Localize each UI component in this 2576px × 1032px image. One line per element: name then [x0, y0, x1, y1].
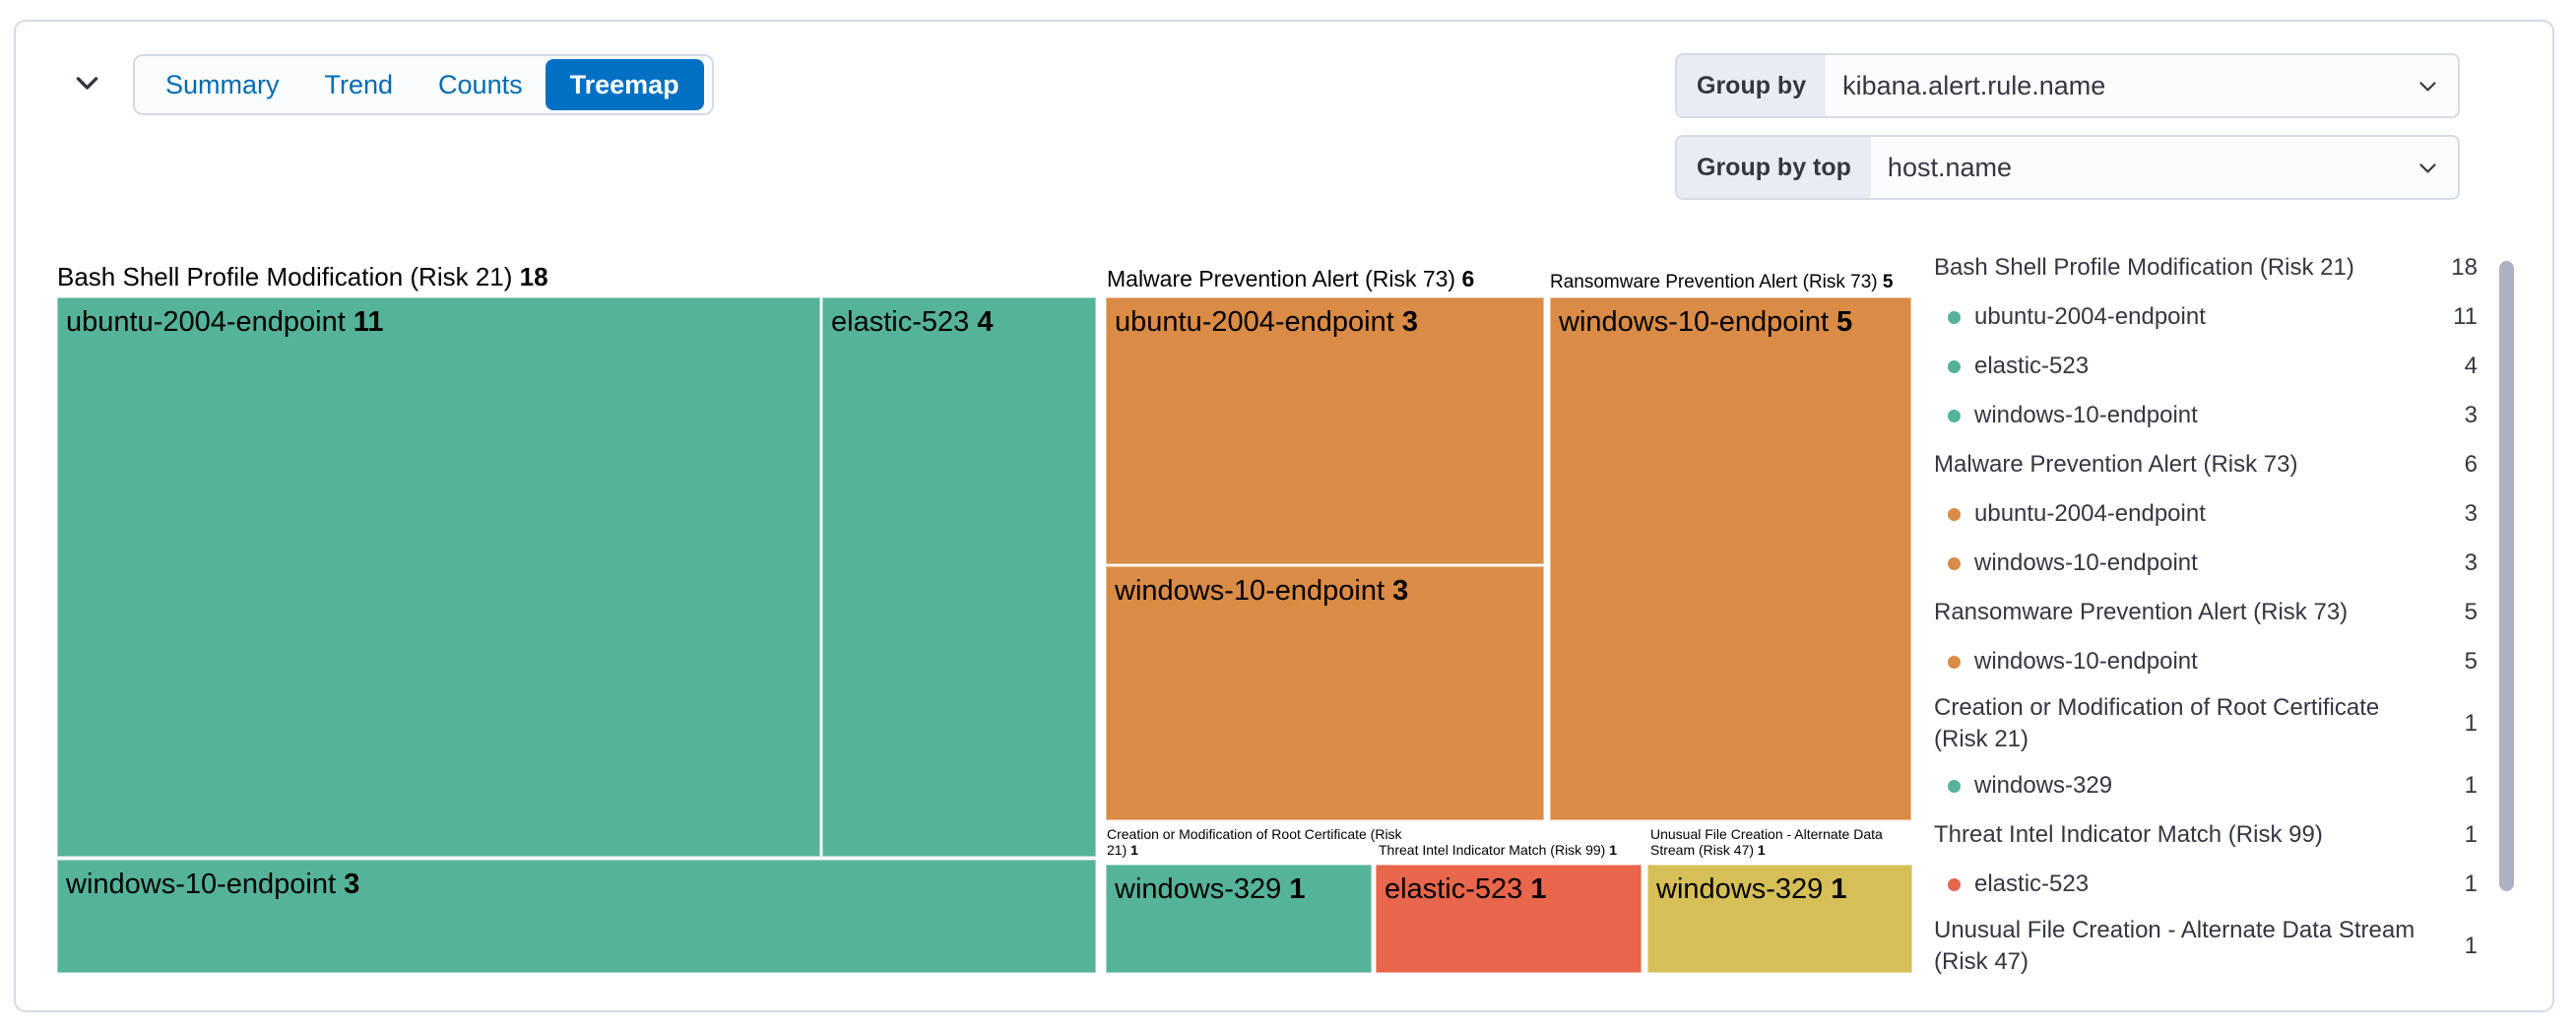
treemap-group-header: Bash Shell Profile Modification (Risk 21… [57, 262, 548, 291]
legend-header[interactable]: Creation or Modification of Root Certifi… [1934, 694, 2478, 752]
collapse-panel-button[interactable] [65, 63, 108, 106]
series-dot-icon [1948, 359, 1961, 373]
treemap-cell[interactable]: elastic-523 4 [822, 297, 1096, 857]
group-by-top-value: host.name [1887, 152, 2012, 182]
chevron-down-icon [2415, 137, 2458, 198]
chevron-down-icon [73, 69, 101, 100]
treemap-group-header: Unusual File Creation - Alternate Data S… [1650, 826, 1883, 858]
treemap-group-header: Creation or Modification of Root Certifi… [1107, 826, 1402, 858]
group-by-top-label: Group by top [1677, 137, 1871, 198]
view-tabs: Summary Trend Counts Treemap [133, 54, 714, 115]
tab-treemap[interactable]: Treemap [545, 59, 704, 110]
legend-header[interactable]: Unusual File Creation - Alternate Data S… [1934, 917, 2478, 975]
legend-header[interactable]: Threat Intel Indicator Match (Risk 99) 1 [1934, 821, 2478, 848]
treemap-cell[interactable]: windows-329 1 [1106, 865, 1372, 973]
group-by-value: kibana.alert.rule.name [1842, 70, 2106, 100]
treemap-cell[interactable]: ubuntu-2004-endpoint 3 [1106, 297, 1544, 564]
series-dot-icon [1948, 877, 1961, 891]
legend-item[interactable]: windows-10-endpoint 3 [1934, 539, 2478, 588]
chevron-down-icon [2415, 55, 2458, 116]
series-dot-icon [1948, 779, 1961, 793]
treemap-cell[interactable]: windows-10-endpoint 3 [1106, 566, 1544, 820]
tab-summary[interactable]: Summary [143, 59, 302, 110]
legend-scrollbar[interactable] [2499, 261, 2514, 891]
series-dot-icon [1948, 310, 1961, 324]
legend-item[interactable]: ubuntu-2004-endpoint 3 [1934, 489, 2478, 539]
treemap-cell[interactable]: elastic-523 1 [1376, 865, 1642, 973]
tab-trend[interactable]: Trend [302, 59, 417, 110]
treemap-cell[interactable]: windows-10-endpoint 5 [1550, 297, 1911, 820]
legend-item[interactable]: windows-329 1 [1934, 761, 2478, 810]
series-dot-icon [1948, 507, 1961, 521]
group-by-select[interactable]: Group by kibana.alert.rule.name [1675, 53, 2460, 118]
treemap-group-header: Malware Prevention Alert (Risk 73) 6 [1107, 266, 1475, 291]
legend-item[interactable]: windows-10-endpoint 5 [1934, 637, 2478, 686]
legend-item[interactable]: elastic-523 1 [1934, 860, 2478, 909]
group-by-label: Group by [1677, 55, 1827, 116]
legend-item[interactable]: windows-10-endpoint 3 [1934, 391, 2478, 440]
legend-item[interactable]: elastic-523 4 [1934, 342, 2478, 391]
treemap-group-header: Threat Intel Indicator Match (Risk 99) 1 [1379, 842, 1617, 858]
treemap-cell[interactable]: windows-329 1 [1647, 865, 1912, 973]
legend-header[interactable]: Ransomware Prevention Alert (Risk 73) 5 [1934, 599, 2478, 625]
series-dot-icon [1948, 409, 1961, 422]
series-dot-icon [1948, 655, 1961, 669]
legend-header[interactable]: Bash Shell Profile Modification (Risk 21… [1934, 254, 2478, 281]
legend-header[interactable]: Malware Prevention Alert (Risk 73) 6 [1934, 451, 2478, 478]
series-dot-icon [1948, 556, 1961, 570]
treemap-cell[interactable]: windows-10-endpoint 3 [57, 860, 1096, 973]
treemap-cell[interactable]: ubuntu-2004-endpoint 11 [57, 297, 820, 857]
tab-counts[interactable]: Counts [416, 59, 546, 110]
treemap-legend: Bash Shell Profile Modification (Risk 21… [1934, 243, 2478, 984]
legend-item[interactable]: ubuntu-2004-endpoint 11 [1934, 292, 2478, 342]
treemap-group-header: Ransomware Prevention Alert (Risk 73) 5 [1550, 272, 1894, 292]
group-by-top-select[interactable]: Group by top host.name [1675, 135, 2460, 200]
